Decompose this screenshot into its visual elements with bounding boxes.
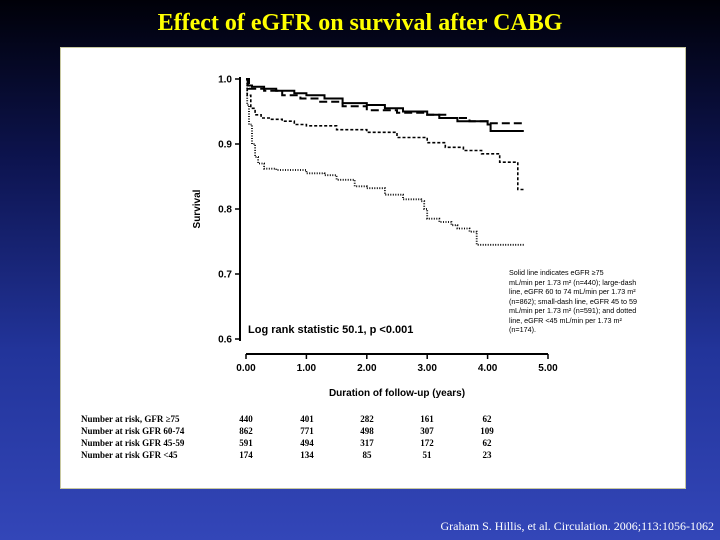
risk-value: 109	[480, 426, 494, 436]
risk-value: 23	[482, 450, 492, 460]
risk-value: 498	[360, 426, 374, 436]
y-tick-label: 0.6	[218, 335, 232, 346]
x-tick-label: 5.00	[538, 363, 558, 374]
legend-note-line: (n=174).	[509, 325, 536, 334]
legend-note-line: mL/min per 1.73 m² (n=440); large-dash	[509, 277, 637, 287]
series-line-large-dash	[246, 78, 524, 125]
risk-row-label: Number at risk GFR 60-74	[81, 426, 185, 436]
risk-value: 494	[300, 438, 314, 448]
y-tick-label: 0.7	[218, 270, 232, 281]
series-line-solid	[246, 78, 524, 132]
series-line-small-dash	[246, 78, 524, 191]
x-tick-label: 0.00	[236, 363, 256, 374]
log-rank-annotation: Log rank statistic 50.1, p <0.001	[248, 324, 414, 336]
citation: Graham S. Hillis, et al. Circulation. 20…	[440, 519, 714, 533]
risk-row-label: Number at risk GFR <45	[81, 450, 178, 460]
slide-title: Effect of eGFR on survival after CABG	[157, 10, 563, 36]
y-tick-label: 0.9	[218, 140, 232, 151]
risk-row-label: Number at risk, GFR ≥75	[81, 414, 180, 424]
x-tick-label: 1.00	[297, 363, 317, 374]
x-tick-label: 3.00	[417, 363, 437, 374]
risk-value: 161	[420, 414, 434, 424]
legend-note-line: line, eGFR <45 mL/min per 1.73 m²	[509, 315, 622, 325]
risk-value: 401	[300, 414, 314, 424]
legend-note-line: Solid line indicates eGFR ≥75	[509, 268, 604, 277]
risk-value: 174	[239, 450, 253, 460]
x-axis-label: Duration of follow-up (years)	[329, 388, 465, 399]
survival-chart: 1.0 0.9 0.8 0.7 0.6 0.00 1.00 2.00 3.00 4.00 5.00 D…	[192, 75, 558, 400]
risk-value: 62	[482, 438, 492, 448]
series-line-dotted	[246, 78, 524, 246]
legend-note-line: (n=862); small-dash line, eGFR 45 to 59	[509, 296, 638, 306]
risk-value: 862	[239, 426, 253, 436]
risk-value: 771	[300, 426, 314, 436]
risk-value: 62	[482, 414, 492, 424]
risk-value: 85	[362, 450, 372, 460]
legend-note-line: mL/min per 1.73 m² (n=591); and dotted	[509, 306, 637, 315]
risk-value: 440	[239, 414, 253, 424]
risk-value: 317	[360, 438, 374, 448]
x-tick-label: 2.00	[357, 363, 377, 374]
risk-value: 307	[420, 426, 434, 436]
legend-note: Solid line indicates eGFR ≥75 mL/min per…	[509, 268, 679, 335]
y-tick-label: 0.8	[218, 205, 232, 216]
risk-value: 282	[360, 414, 374, 424]
risk-value: 591	[239, 438, 253, 448]
x-tick-label: 4.00	[478, 363, 498, 374]
y-tick-label: 1.0	[218, 75, 232, 86]
risk-row-label: Number at risk GFR 45-59	[81, 438, 185, 448]
risk-value: 172	[420, 438, 434, 448]
legend-note-line: line, eGFR 60 to 74 mL/min per 1.73 m²	[509, 287, 636, 296]
y-axis-label: Survival	[192, 189, 203, 228]
chart-panel: 1.0 0.9 0.8 0.7 0.6 0.00 1.00 2.00 3.00 4.00 5.00 D…	[60, 47, 686, 489]
risk-value: 51	[422, 450, 432, 460]
risk-value: 134	[300, 450, 314, 460]
